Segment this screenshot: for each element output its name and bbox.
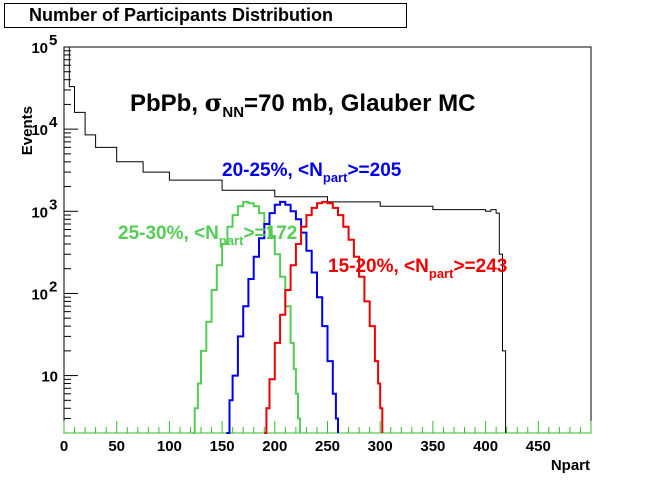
centrality-25-30-series [192,200,302,434]
x-tick-label: 50 [108,438,125,455]
x-tick-label: 400 [473,438,498,455]
y-tick-label: 10 [31,204,48,221]
y-tick-label: 10 [31,286,48,303]
series-group [66,46,507,434]
y-tick-exponent: 4 [49,114,58,131]
annotation-20-25: 20-25%, <Npart>=205 [222,160,402,185]
y-tick-exponent: 2 [49,278,57,295]
annotation-15-20: 15-20%, <Npart>=243 [328,256,507,281]
x-tick-label: 350 [420,438,445,455]
chart-title: Number of Participants Distribution [4,3,407,28]
x-tick-label: 0 [60,438,68,455]
centrality-20-25-series [226,200,339,434]
y-tick-label: 10 [31,122,48,139]
y-axis-label: Events [19,106,36,155]
centrality-15-20-series [264,200,384,434]
chart-header-annotation: PbPb, σNN=70 mb, Glauber MC [130,88,475,121]
annotations: PbPb, σNN=70 mb, Glauber MC 20-25%, <Npar… [118,88,507,281]
x-tick-label: 150 [210,438,235,455]
x-axis-label: Npart [551,457,590,474]
y-tick-label: 10 [41,369,58,386]
annotation-25-30: 25-30%, <Npart>=172 [118,223,297,248]
y-tick-exponent: 5 [49,32,57,49]
x-tick-label: 100 [157,438,182,455]
y-tick-exponent: 3 [49,196,57,213]
y-tick-label: 10 [31,40,48,57]
x-axis: 0 50 100 150 200 250 300 350 400 450 [60,421,592,455]
x-tick-label: 200 [262,438,287,455]
all-events-series [66,46,507,433]
x-tick-label: 300 [368,438,393,455]
x-tick-label: 250 [315,438,340,455]
x-tick-label: 450 [526,438,551,455]
